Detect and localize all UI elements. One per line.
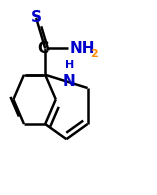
Text: S: S — [31, 11, 42, 25]
Text: NH: NH — [69, 41, 95, 56]
Text: H: H — [65, 60, 74, 70]
Text: C: C — [37, 41, 49, 56]
Text: 2: 2 — [90, 49, 98, 59]
Text: N: N — [63, 74, 76, 89]
